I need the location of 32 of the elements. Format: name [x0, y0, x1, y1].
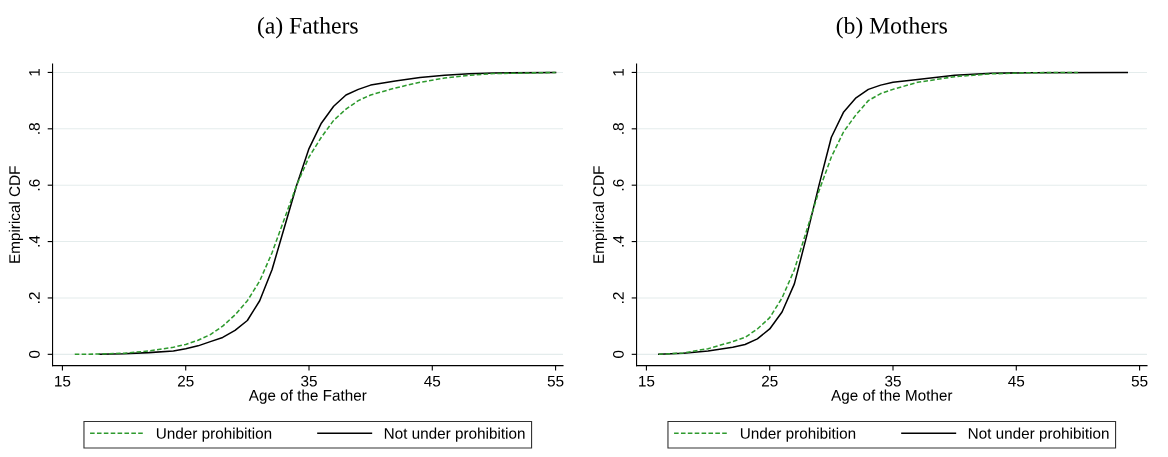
y-tick-label: 0	[29, 350, 40, 358]
y-tick-label: 0	[613, 350, 624, 358]
y-tick-label: .4	[613, 235, 624, 247]
x-tick-label: 15	[639, 375, 655, 387]
x-tick-label: 35	[885, 375, 901, 387]
y-tick-label: .8	[613, 123, 624, 134]
x-axis-title: Age of the Father	[248, 389, 367, 404]
chart-title: (a) Fathers	[258, 17, 358, 39]
y-axis-title: Empirical CDF	[592, 166, 608, 263]
legend-label: Under prohibition	[156, 427, 272, 442]
x-tick-label: 25	[761, 375, 778, 387]
y-axis-title: Empirical CDF	[8, 166, 24, 263]
x-tick-label: 15	[55, 375, 71, 387]
y-tick-label: .4	[29, 235, 40, 247]
y-tick-label: .6	[29, 179, 40, 191]
y-tick-label: 1	[29, 68, 40, 76]
x-tick-label: 25	[177, 375, 194, 387]
y-tick-label: .6	[613, 179, 624, 191]
legend-label: Not under prohibition	[384, 427, 525, 442]
x-tick-label: 45	[424, 375, 441, 387]
y-tick-label: .2	[613, 292, 624, 303]
x-tick-label: 35	[301, 375, 317, 387]
y-tick-label: .8	[29, 123, 40, 134]
chart-title: (b) Mothers	[836, 17, 947, 39]
y-tick-label: .2	[29, 292, 40, 303]
y-tick-label: 1	[613, 68, 624, 76]
x-tick-label: 45	[1008, 375, 1025, 387]
x-tick-label: 55	[1131, 375, 1148, 387]
x-tick-label: 55	[547, 375, 564, 387]
legend-label: Not under prohibition	[968, 427, 1109, 442]
x-axis-title: Age of the Mother	[831, 389, 953, 404]
legend-label: Under prohibition	[740, 427, 856, 442]
